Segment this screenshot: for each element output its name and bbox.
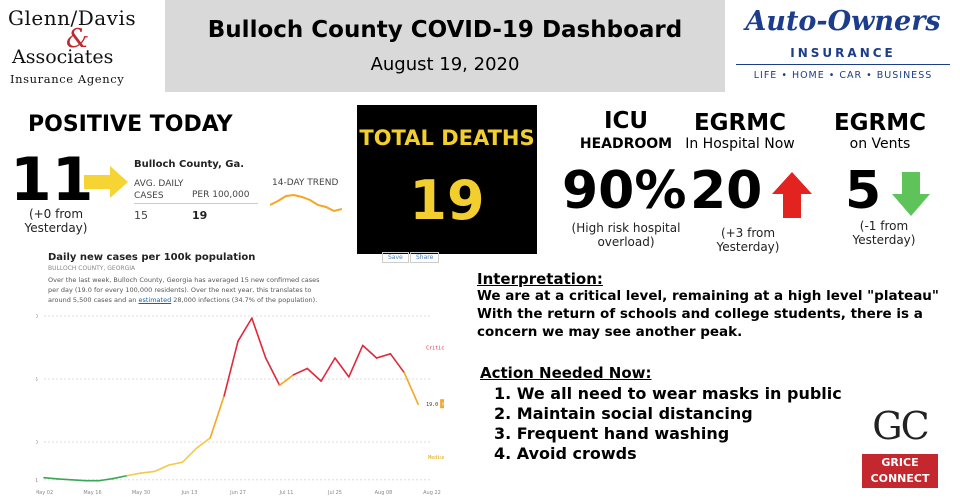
x-tick-label: Jun 27 [229,490,246,496]
series-segment [43,476,59,480]
egrmc-hospital-heading: EGRMC [693,110,787,136]
action-item: 4. Avoid crowds [494,444,637,463]
interpretation-heading: Interpretation: [477,270,603,288]
header-banner: Bulloch County COVID-19 Dashboard August… [165,0,725,92]
series-segment [209,395,225,439]
critical-label: Critical [426,346,444,352]
action-list: 1. We all need to wear masks in public 2.… [480,384,860,464]
chart-subtitle: BULLOCH COUNTY, GEORGIA [48,265,136,272]
egrmc-vents-change: (-1 from Yesterday) [852,219,916,247]
interpretation-section: Interpretation: We are at a critical lev… [477,270,947,341]
medium-label: Medium [428,455,444,461]
current-value-label: 19.0 [426,402,438,408]
series-segment [140,470,156,474]
series-segment [361,344,378,359]
egrmc-vents-subheading: on Vents [849,136,911,152]
x-tick-label: Jul 25 [327,490,342,496]
y-tick-label: 10 [36,440,38,446]
save-button[interactable]: Save [382,252,409,263]
x-tick-label: Aug 08 [375,490,393,496]
egrmc-hospital-change: (+3 from Yesterday) [716,226,780,254]
interpretation-body: We are at a critical level, remaining at… [477,288,939,340]
series-segment [167,461,184,466]
series-segment [237,317,253,343]
action-heading: Action Needed Now: [480,364,652,382]
arrow-right-icon [84,166,128,198]
y-tick-label: 40 [36,314,38,320]
arrow-down-icon [892,172,930,216]
auto-owners-logo: Auto-Owners INSURANCE LIFE • HOME • CAR … [728,4,958,90]
icu-subheading: HEADROOM [579,136,673,152]
y-tick-label: 25 [36,377,38,383]
estimated-link[interactable]: estimated [138,295,172,304]
series-segment [195,437,212,450]
series-segment [251,317,267,359]
icu-value: 90% [562,161,687,221]
series-segment [126,472,142,477]
high-tag [440,399,444,409]
total-deaths-heading: TOTAL DEATHS [359,126,535,150]
total-deaths-panel: TOTAL DEATHS 19 [357,105,537,254]
x-tick-label: Jul 11 [279,490,294,496]
glenn-davis-logo: Glenn/Davis & Associates Insurance Agenc… [8,6,137,86]
series-segment [403,371,419,405]
x-tick-label: May 16 [83,490,101,496]
daily-cases-chart: Daily new cases per 100k population BULL… [36,246,444,498]
action-item: 3. Frequent hand washing [494,424,730,443]
series-segment [278,374,295,387]
trend-sparkline [270,193,342,213]
series-segment [375,352,392,359]
chart-description: Over the last week, Bulloch County, Geor… [48,276,320,304]
arrow-up-icon [772,172,812,218]
share-button[interactable]: Share [410,252,440,263]
egrmc-vents-value: 5 [845,161,882,221]
series-segment [320,357,336,382]
page-title: Bulloch County COVID-19 Dashboard [207,17,683,43]
chart-plot: 1 10 25 40 May 02 May 16 May 30 Jun 13 Jun 27 Jul… [36,314,444,496]
egrmc-hospital-value: 20 [690,161,763,221]
series-segment [223,340,239,397]
x-tick-label: May 02 [36,490,53,496]
county-mini-table: Bulloch County, Ga. AVG. DAILY CASES PER… [134,157,346,229]
series-segment [348,344,364,378]
icu-note: (High risk hospital overload) [571,221,681,249]
series-segment [57,478,73,481]
series-segment [334,357,350,378]
series-segment [306,367,322,382]
positive-today-value: 11 [10,145,94,215]
series-segment [292,367,309,376]
grice-connect-logo: GC GRICE CONNECT [858,404,942,490]
high-tag-label: High [442,402,444,408]
series-segment [181,447,198,463]
positive-today-heading: POSITIVE TODAY [28,112,233,137]
action-section: Action Needed Now: 1. We all need to wea… [480,364,860,464]
series-segment [112,474,128,480]
series-segment [98,477,115,482]
x-tick-label: Jun 13 [181,490,198,496]
page-date: August 19, 2020 [370,54,520,75]
series-segment [389,352,406,374]
icu-heading: ICU [603,108,649,134]
action-item: 2. Maintain social distancing [494,404,753,423]
y-tick-label: 1 [36,478,38,484]
chart-title: Daily new cases per 100k population [48,252,256,263]
egrmc-vents-heading: EGRMC [833,110,927,136]
positive-today-change: (+0 from Yesterday) [24,207,88,235]
logo-divider [736,64,950,65]
x-tick-label: Aug 22 [423,490,441,496]
series-segment [154,464,170,473]
action-item: 1. We all need to wear masks in public [494,384,842,403]
total-deaths-value: 19 [409,169,485,232]
mini-table-divider [134,203,258,204]
x-tick-label: May 30 [132,490,150,496]
series-segment [70,479,87,482]
series-segment [264,357,281,387]
egrmc-hospital-subheading: In Hospital Now [685,136,795,152]
